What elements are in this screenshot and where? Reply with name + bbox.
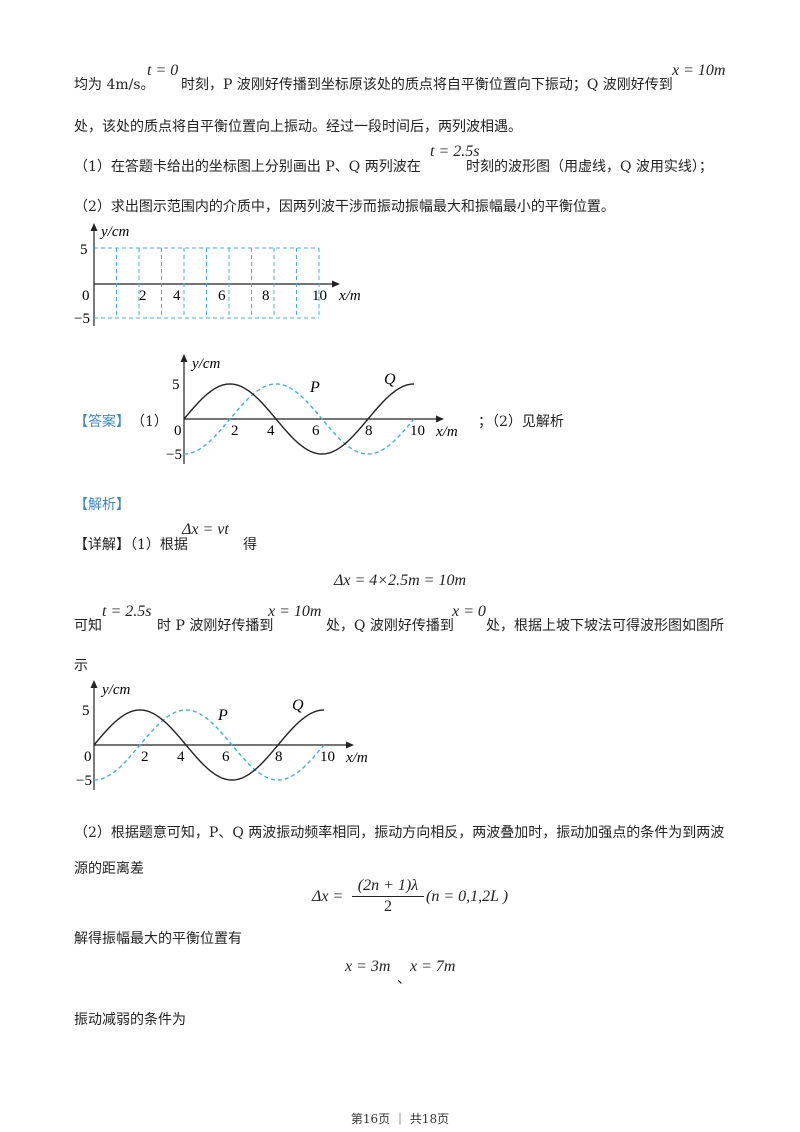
x-axis-arrow — [436, 415, 444, 423]
y-tick-5: 5 — [80, 242, 88, 258]
equation-1: Δx = 4×2.5m = 10m — [334, 572, 466, 589]
x-axis-label: x/m — [345, 750, 368, 766]
analysis-tag: 【解析】 — [74, 497, 130, 513]
solution-wave-chart: y/cm x/m 5 0 −5 2 4 6 8 10 P Q — [76, 680, 368, 790]
y-tick-neg5: −5 — [74, 311, 90, 327]
p-wave-dashed — [93, 709, 325, 781]
line3-formula-t: t = 2.5s — [430, 143, 480, 160]
answer-grid-chart: y/cm x/m 5 0 −5 2 4 6 8 10 — [74, 223, 361, 327]
line1-formula-t0: t = 0 — [147, 62, 179, 79]
know-formula-x10: x = 10m — [268, 603, 322, 620]
x-tick-10: 10 — [312, 288, 327, 304]
line1-formula-x10: x = 10m — [672, 62, 726, 79]
know-text-a: 可知 — [74, 618, 102, 634]
x-tick-4: 4 — [267, 423, 275, 439]
know-text-c: 处，Q 波刚好传播到 — [326, 618, 454, 634]
x-tick-4: 4 — [173, 288, 181, 304]
eq2-left: Δx = — [312, 888, 344, 905]
x-axis-label: x/m — [338, 288, 361, 304]
x-axis-arrow — [346, 741, 354, 749]
grid-lines — [94, 247, 320, 319]
label-p: P — [217, 707, 228, 724]
label-p: P — [309, 379, 320, 396]
x-tick-10: 10 — [410, 423, 425, 439]
part2-text-b: 源的距离差 — [74, 861, 144, 877]
x-axis-arrow — [332, 280, 340, 288]
x-tick-8: 8 — [262, 288, 270, 304]
know-text-b: 时 P 波刚好传播到 — [157, 618, 274, 634]
y-axis-arrow — [90, 223, 98, 231]
y-axis-label: y/cm — [190, 356, 220, 372]
x-tick-8: 8 — [275, 749, 283, 765]
y-axis-label: y/cm — [99, 224, 129, 240]
line1-text-a: 均为 4m/s。 — [74, 77, 155, 93]
line4-text: （2）求出图示范围内的介质中，因两列波干涉而振动振幅最大和振幅最小的平衡位置。 — [74, 199, 615, 215]
x-tick-2: 2 — [139, 288, 147, 304]
label-q: Q — [384, 371, 396, 388]
y-tick-5: 5 — [172, 377, 180, 393]
know-text-e: 示 — [74, 658, 88, 674]
know-text-d: 处，根据上坡下坡法可得波形图如图所 — [486, 618, 724, 634]
y-tick-neg5: −5 — [76, 773, 92, 789]
weak-text: 振动减弱的条件为 — [74, 1012, 186, 1028]
y-tick-5: 5 — [82, 703, 90, 719]
line3-text-b: 时刻的波形图（用虚线，Q 波用实线）； — [466, 159, 713, 175]
answer-wave-chart: y/cm x/m 5 0 −5 2 4 6 8 10 P Q — [166, 354, 458, 464]
eq2-denominator: 2 — [384, 898, 392, 915]
eq3-a: x = 3m — [345, 958, 391, 975]
y-axis-label: y/cm — [100, 682, 130, 698]
line2-text: 处，该处的质点将自平衡位置向上振动。经过一段时间后，两列波相遇。 — [74, 119, 522, 135]
max-text: 解得振幅最大的平衡位置有 — [74, 931, 242, 947]
detail-text-a: 【详解】（1）根据 — [74, 537, 188, 553]
p-wave-dashed — [183, 383, 415, 455]
x-tick-6: 6 — [218, 288, 226, 304]
eq2-right: (n = 0,1,2L ) — [426, 888, 509, 905]
line1-text-b: 时刻，P 波刚好传播到坐标原该处的质点将自平衡位置向下振动；Q 波刚好传到 — [181, 77, 673, 93]
part2-text-a: （2）根据题意可知，P、Q 两波振动频率相同，振动方向相反，两波叠加时，振动加强… — [74, 825, 725, 841]
know-formula-x0: x = 0 — [452, 603, 486, 620]
x-axis-label: x/m — [435, 424, 458, 440]
answer-part2: ；（2）见解析 — [478, 414, 564, 430]
answer-part1: （1） — [131, 414, 168, 430]
detail-formula: Δx = vt — [182, 521, 229, 538]
y-tick-0: 0 — [174, 423, 182, 439]
q-wave-solid — [93, 709, 325, 781]
x-tick-10: 10 — [320, 749, 335, 765]
x-tick-8: 8 — [365, 423, 373, 439]
line3-text-a: （1）在答题卡给出的坐标图上分别画出 P、Q 两列波在 — [74, 159, 421, 175]
y-tick-0: 0 — [82, 288, 90, 304]
x-tick-4: 4 — [177, 749, 185, 765]
q-wave-solid — [183, 383, 415, 455]
eq2-numerator: (2n + 1)λ — [352, 876, 424, 897]
x-tick-2: 2 — [141, 749, 149, 765]
y-tick-neg5: −5 — [166, 447, 182, 463]
detail-text-b: 得 — [243, 537, 257, 553]
y-axis-arrow — [180, 354, 188, 362]
x-tick-6: 6 — [312, 423, 320, 439]
label-q: Q — [292, 697, 304, 714]
y-axis-arrow — [90, 680, 98, 688]
answer-tag: 【答案】 — [74, 414, 130, 430]
eq3-sep: 、 — [397, 971, 411, 987]
eq2-fraction: (2n + 1)λ 2 — [352, 876, 424, 917]
know-formula-t: t = 2.5s — [102, 603, 152, 620]
page-footer: 第16页 ｜ 共18页 — [350, 1112, 450, 1126]
x-tick-2: 2 — [231, 423, 239, 439]
y-tick-0: 0 — [84, 749, 92, 765]
eq3-b: x = 7m — [410, 958, 456, 975]
x-tick-6: 6 — [222, 749, 230, 765]
